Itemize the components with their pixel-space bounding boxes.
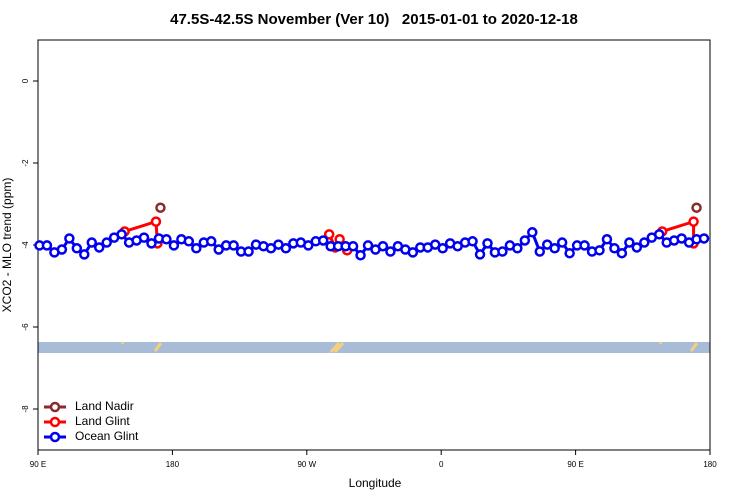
data-point: [688, 216, 699, 227]
x-tick-label: 90 E: [567, 460, 583, 469]
data-point: [155, 202, 166, 213]
data-point: [556, 237, 568, 248]
data-point: [146, 238, 157, 249]
legend-label: Land Nadir: [75, 399, 134, 413]
x-tick-label: 90 E: [30, 460, 46, 469]
legend-marker: [49, 431, 61, 443]
data-point: [355, 250, 366, 261]
data-point: [474, 249, 486, 260]
data-point: [243, 246, 254, 257]
data-point: [161, 234, 172, 245]
data-point: [56, 244, 68, 255]
data-point: [624, 237, 635, 248]
data-point: [347, 240, 359, 252]
x-tick-label: 180: [166, 460, 180, 469]
data-point: [41, 240, 53, 251]
legend-label: Ocean Glint: [75, 429, 139, 443]
data-point: [205, 236, 217, 247]
data-point: [639, 237, 650, 248]
data-point: [482, 238, 493, 249]
data-point: [497, 246, 508, 257]
y-tick-label: 0: [21, 78, 30, 83]
data-point: [579, 240, 590, 251]
data-point: [527, 227, 538, 238]
data-point: [116, 229, 127, 240]
data-point: [653, 229, 665, 240]
data-point: [168, 240, 180, 251]
data-point: [79, 249, 90, 260]
data-point: [609, 243, 620, 254]
x-tick-label: 0: [439, 460, 444, 469]
data-point: [86, 237, 98, 248]
data-point: [691, 202, 702, 213]
y-axis-label: XCO2 - MLO trend (ppm): [0, 178, 14, 313]
data-point: [385, 246, 396, 257]
data-point: [698, 233, 710, 244]
data-point: [362, 240, 374, 251]
data-point: [512, 243, 523, 254]
data-point: [407, 247, 419, 258]
data-point: [228, 240, 239, 251]
y-tick-label: -8: [21, 405, 30, 413]
data-point: [631, 242, 643, 253]
legend-label: Land Glint: [75, 414, 130, 428]
data-point: [437, 243, 448, 254]
data-point: [303, 240, 314, 251]
data-point: [71, 243, 83, 254]
data-point: [138, 232, 150, 243]
data-point: [317, 235, 329, 246]
data-point: [616, 247, 628, 259]
y-tick-label: -4: [21, 241, 30, 249]
data-point: [549, 243, 560, 254]
data-point: [519, 235, 531, 246]
data-point: [101, 237, 112, 248]
data-point: [191, 243, 202, 254]
x-tick-label: 180: [703, 460, 717, 469]
chart-title: 47.5S-42.5S November (Ver 10) 2015-01-01…: [170, 11, 578, 28]
data-point: [323, 229, 335, 240]
data-point: [150, 216, 162, 227]
data-point: [676, 233, 687, 244]
data-point: [564, 247, 575, 259]
legend-marker: [49, 401, 61, 413]
data-point: [467, 236, 478, 247]
surface-band: [38, 342, 710, 353]
data-point: [64, 233, 75, 244]
y-tick-label: -2: [21, 159, 30, 167]
data-point: [594, 245, 605, 256]
land-marks: [120, 341, 699, 353]
legend-marker: [49, 416, 61, 428]
data-point: [534, 246, 546, 257]
data-point: [377, 240, 389, 252]
data-point: [280, 243, 292, 254]
x-tick-label: 90 W: [297, 460, 316, 469]
data-point: [93, 242, 105, 253]
data-point: [601, 234, 613, 245]
data-point: [213, 244, 224, 255]
y-tick-label: -6: [21, 323, 30, 331]
data-point: [183, 236, 195, 247]
x-axis-label: Longitude: [349, 476, 402, 490]
